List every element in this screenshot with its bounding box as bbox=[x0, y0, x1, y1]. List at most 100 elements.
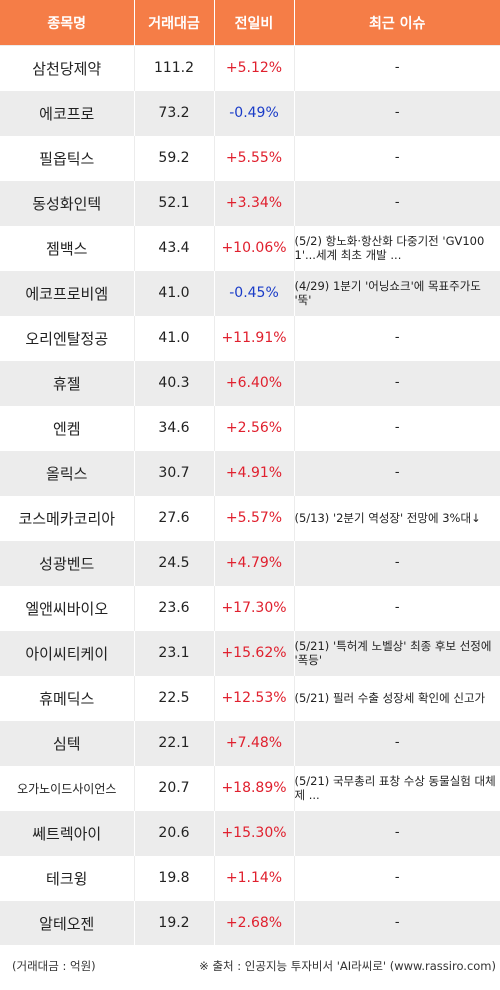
recent-issue-text: - bbox=[394, 736, 400, 750]
price-change: +3.34% bbox=[213, 180, 294, 226]
stock-name: 휴젤 bbox=[0, 360, 134, 406]
trade-volume: 19.8 bbox=[133, 855, 214, 901]
table-row: 오가노이드사이언스 20.7 +18.89% (5/21) 국무총리 표창 수상 동물… bbox=[0, 765, 500, 811]
recent-issue: - bbox=[293, 360, 500, 406]
header-change: 전일비 bbox=[213, 0, 294, 46]
recent-issue-text: - bbox=[394, 826, 400, 840]
stock-name: 코스메카코리아 bbox=[0, 495, 134, 541]
recent-issue-text: (5/13) '2분기 역성장' 전망에 3%대↓ bbox=[294, 511, 481, 525]
recent-issue-text: (5/21) 국무총리 표창 수상 동물실험 대체제 ... bbox=[294, 774, 496, 802]
trade-volume: 20.6 bbox=[133, 810, 214, 856]
trade-volume: 23.1 bbox=[133, 630, 214, 676]
recent-issue-text: (5/21) 필러 수출 성장세 확인에 신고가 bbox=[294, 691, 486, 705]
trade-volume: 30.7 bbox=[133, 450, 214, 496]
trade-volume: 52.1 bbox=[133, 180, 214, 226]
stock-name: 오리엔탈정공 bbox=[0, 315, 134, 361]
stock-name: 필옵틱스 bbox=[0, 135, 134, 181]
trade-volume: 59.2 bbox=[133, 135, 214, 181]
stock-table: 종목명 거래대금 전일비 최근 이슈 삼천당제약 111.2 +5.12% - 에코프로… bbox=[0, 0, 500, 945]
recent-issue-text: - bbox=[394, 61, 400, 75]
recent-issue: - bbox=[293, 180, 500, 226]
recent-issue-text: (5/21) '특허계 노벨상' 최종 후보 선정에 '폭등' bbox=[294, 639, 492, 667]
price-change: +15.62% bbox=[213, 630, 294, 676]
price-change: +7.48% bbox=[213, 720, 294, 766]
price-change: +5.55% bbox=[213, 135, 294, 181]
stock-name: 오가노이드사이언스 bbox=[0, 765, 134, 811]
stock-name: 젬백스 bbox=[0, 225, 134, 271]
trade-volume: 40.3 bbox=[133, 360, 214, 406]
table-row: 심텍 22.1 +7.48% - bbox=[0, 720, 500, 766]
trade-volume: 19.2 bbox=[133, 900, 214, 945]
recent-issue-text: - bbox=[394, 331, 400, 345]
trade-volume: 111.2 bbox=[133, 45, 214, 91]
trade-volume: 22.5 bbox=[133, 675, 214, 721]
table-header: 종목명 거래대금 전일비 최근 이슈 bbox=[0, 0, 500, 46]
trade-volume: 20.7 bbox=[133, 765, 214, 811]
trade-volume: 41.0 bbox=[133, 315, 214, 361]
recent-issue: - bbox=[293, 135, 500, 181]
stock-name: 에코프로 bbox=[0, 90, 134, 136]
recent-issue-text: - bbox=[394, 196, 400, 210]
recent-issue-text: (5/2) 항노화·항산화 다중기전 'GV1001'...세계 최초 개발 .… bbox=[294, 234, 485, 262]
header-volume: 거래대금 bbox=[133, 0, 214, 46]
price-change: +4.91% bbox=[213, 450, 294, 496]
price-change: +10.06% bbox=[213, 225, 294, 271]
price-change: +5.12% bbox=[213, 45, 294, 91]
stock-name: 동성화인텍 bbox=[0, 180, 134, 226]
recent-issue-text: - bbox=[394, 106, 400, 120]
recent-issue: (5/21) 필러 수출 성장세 확인에 신고가 bbox=[293, 675, 500, 721]
price-change: -0.45% bbox=[213, 270, 294, 316]
recent-issue: - bbox=[293, 540, 500, 586]
stock-name: 심텍 bbox=[0, 720, 134, 766]
unit-note: (거래대금 : 억원) bbox=[12, 959, 96, 973]
table-row: 코스메카코리아 27.6 +5.57% (5/13) '2분기 역성장' 전망에 3%… bbox=[0, 495, 500, 541]
stock-name: 쎄트렉아이 bbox=[0, 810, 134, 856]
table-row: 휴메딕스 22.5 +12.53% (5/21) 필러 수출 성장세 확인에 신고가 bbox=[0, 675, 500, 721]
recent-issue-text: - bbox=[394, 151, 400, 165]
recent-issue: - bbox=[293, 450, 500, 496]
recent-issue: - bbox=[293, 315, 500, 361]
price-change: +12.53% bbox=[213, 675, 294, 721]
table-row: 성광벤드 24.5 +4.79% - bbox=[0, 540, 500, 586]
stock-name: 엘앤씨바이오 bbox=[0, 585, 134, 631]
recent-issue: - bbox=[293, 45, 500, 91]
trade-volume: 73.2 bbox=[133, 90, 214, 136]
price-change: +11.91% bbox=[213, 315, 294, 361]
source-note: ※ 출처 : 인공지능 투자비서 'AI라씨로' (www.rassiro.co… bbox=[199, 959, 496, 973]
price-change: +18.89% bbox=[213, 765, 294, 811]
recent-issue: (5/21) 국무총리 표창 수상 동물실험 대체제 ... bbox=[293, 765, 500, 811]
trade-volume: 41.0 bbox=[133, 270, 214, 316]
table-row: 젬백스 43.4 +10.06% (5/2) 항노화·항산화 다중기전 'GV1001… bbox=[0, 225, 500, 271]
stock-name: 엔켐 bbox=[0, 405, 134, 451]
trade-volume: 27.6 bbox=[133, 495, 214, 541]
stock-name: 알테오젠 bbox=[0, 900, 134, 945]
recent-issue: (5/21) '특허계 노벨상' 최종 후보 선정에 '폭등' bbox=[293, 630, 500, 676]
recent-issue-text: - bbox=[394, 466, 400, 480]
trade-volume: 22.1 bbox=[133, 720, 214, 766]
recent-issue: (5/13) '2분기 역성장' 전망에 3%대↓ bbox=[293, 495, 500, 541]
trade-volume: 23.6 bbox=[133, 585, 214, 631]
stock-name: 아이씨티케이 bbox=[0, 630, 134, 676]
recent-issue: - bbox=[293, 90, 500, 136]
table-row: 오리엔탈정공 41.0 +11.91% - bbox=[0, 315, 500, 361]
price-change: +1.14% bbox=[213, 855, 294, 901]
header-name: 종목명 bbox=[0, 0, 134, 46]
table-row: 알테오젠 19.2 +2.68% - bbox=[0, 900, 500, 945]
recent-issue-text: - bbox=[394, 421, 400, 435]
price-change: +4.79% bbox=[213, 540, 294, 586]
recent-issue-text: (4/29) 1분기 '어닝쇼크'에 목표주가도 '뚝' bbox=[294, 279, 481, 307]
table-row: 에코프로비엠 41.0 -0.45% (4/29) 1분기 '어닝쇼크'에 목표주가도… bbox=[0, 270, 500, 316]
stock-name: 삼천당제약 bbox=[0, 45, 134, 91]
recent-issue: (4/29) 1분기 '어닝쇼크'에 목표주가도 '뚝' bbox=[293, 270, 500, 316]
recent-issue-text: - bbox=[394, 871, 400, 885]
recent-issue-text: - bbox=[394, 376, 400, 390]
stock-name: 에코프로비엠 bbox=[0, 270, 134, 316]
table-row: 테크윙 19.8 +1.14% - bbox=[0, 855, 500, 901]
price-change: -0.49% bbox=[213, 90, 294, 136]
recent-issue: - bbox=[293, 720, 500, 766]
trade-volume: 24.5 bbox=[133, 540, 214, 586]
recent-issue: - bbox=[293, 585, 500, 631]
table-body: 삼천당제약 111.2 +5.12% - 에코프로 73.2 -0.49% - 필옵틱스 59.2… bbox=[0, 45, 500, 945]
stock-name: 성광벤드 bbox=[0, 540, 134, 586]
recent-issue: - bbox=[293, 405, 500, 451]
